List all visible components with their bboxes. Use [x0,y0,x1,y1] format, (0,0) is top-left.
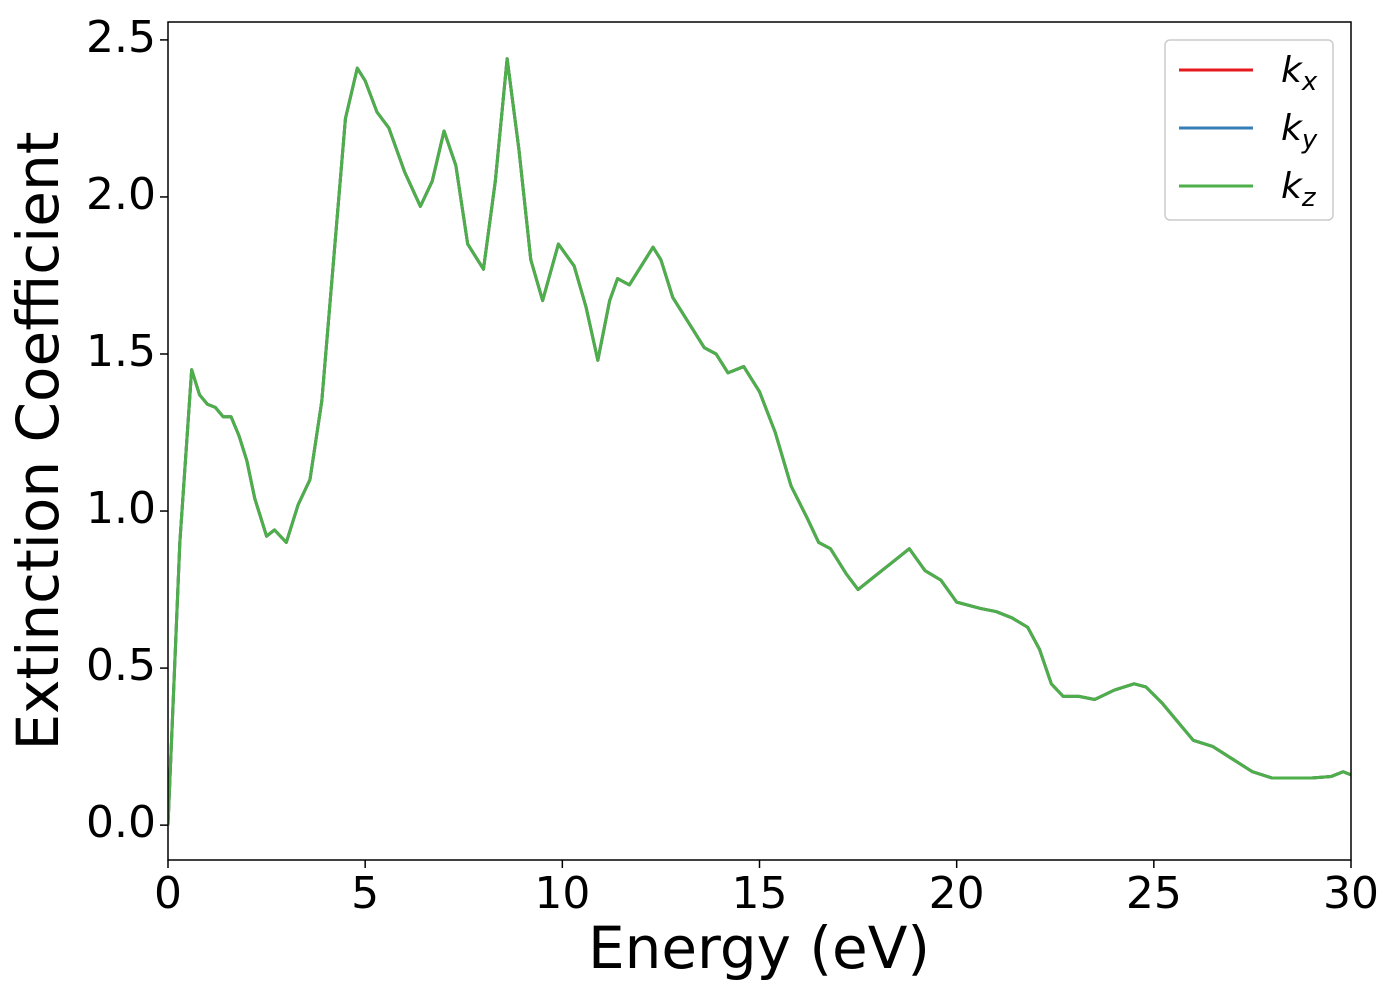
legend-label: kz [1281,166,1317,213]
y-tick-label: 1.5 [86,326,156,377]
line-series [168,57,1351,826]
y-tick-label: 2.0 [86,169,156,220]
plot-frame [167,21,1352,861]
x-tick-label: 25 [1126,868,1182,919]
y-tick-label: 1.0 [86,483,156,534]
x-tick-label: 0 [154,868,182,919]
x-tick-label: 20 [929,868,985,919]
x-tick-label: 5 [351,868,379,919]
y-tick-label: 2.5 [86,12,156,63]
x-tick-label: 15 [732,868,788,919]
x-tick-label: 10 [534,868,590,919]
x-tick-label: 30 [1323,868,1379,919]
legend-label: ky [1281,108,1318,155]
legend-box [1164,39,1334,221]
y-axis-label: Extinction Coefficient [4,132,72,751]
y-tick-label: 0.5 [86,640,156,691]
x-axis-label: Energy (eV) [588,914,930,982]
y-tick-label: 0.0 [86,797,156,848]
legend-label: kx [1281,50,1318,97]
